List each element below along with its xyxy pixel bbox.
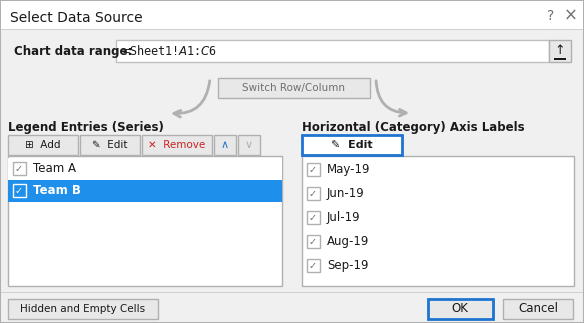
- Bar: [428, 299, 493, 319]
- Text: ×: ×: [564, 7, 578, 25]
- Text: Select Data Source: Select Data Source: [10, 11, 142, 25]
- Bar: [142, 135, 212, 155]
- Bar: [549, 40, 571, 62]
- Bar: [307, 163, 320, 176]
- Text: Aug-19: Aug-19: [327, 235, 369, 248]
- Text: ✓: ✓: [15, 186, 23, 196]
- Text: Jul-19: Jul-19: [327, 212, 361, 224]
- Text: Legend Entries (Series): Legend Entries (Series): [8, 121, 164, 134]
- Bar: [238, 135, 260, 155]
- Text: ↑: ↑: [555, 45, 565, 57]
- Bar: [307, 259, 320, 272]
- Bar: [1, 1, 583, 29]
- Bar: [302, 135, 402, 155]
- Text: Hidden and Empty Cells: Hidden and Empty Cells: [20, 304, 145, 314]
- Text: Team B: Team B: [33, 184, 81, 197]
- Text: ?: ?: [547, 9, 555, 23]
- Bar: [13, 162, 26, 175]
- Bar: [116, 40, 549, 62]
- Text: Cancel: Cancel: [518, 303, 558, 316]
- Text: ✓: ✓: [309, 213, 317, 223]
- Text: OK: OK: [451, 303, 468, 316]
- Bar: [13, 184, 26, 197]
- Bar: [503, 299, 573, 319]
- Text: Team A: Team A: [33, 162, 76, 175]
- Bar: [8, 135, 78, 155]
- Text: ✓: ✓: [309, 165, 317, 175]
- Text: ✎  Edit: ✎ Edit: [331, 140, 373, 150]
- Text: Jun-19: Jun-19: [327, 187, 365, 201]
- Text: ∨: ∨: [245, 140, 253, 150]
- Text: =Sheet1!$A$1:$C$6: =Sheet1!$A$1:$C$6: [122, 44, 217, 58]
- Bar: [1, 292, 583, 293]
- Text: ∧: ∧: [221, 140, 229, 150]
- Text: Horizontal (Category) Axis Labels: Horizontal (Category) Axis Labels: [302, 121, 524, 134]
- Bar: [8, 299, 158, 319]
- Text: Chart data range:: Chart data range:: [14, 46, 133, 58]
- Bar: [307, 211, 320, 224]
- Bar: [307, 187, 320, 200]
- Bar: [218, 78, 370, 98]
- Bar: [302, 156, 574, 286]
- Bar: [8, 156, 282, 286]
- Text: ✓: ✓: [309, 189, 317, 199]
- Bar: [214, 135, 236, 155]
- Text: ⊞  Add: ⊞ Add: [25, 140, 61, 150]
- Text: ✎  Edit: ✎ Edit: [92, 140, 128, 150]
- Text: ✕  Remove: ✕ Remove: [148, 140, 206, 150]
- Text: May-19: May-19: [327, 163, 370, 176]
- Text: ✓: ✓: [15, 164, 23, 174]
- Text: ✓: ✓: [309, 261, 317, 271]
- Bar: [307, 235, 320, 248]
- Text: ✓: ✓: [309, 237, 317, 247]
- Bar: [1, 29, 583, 30]
- Bar: [8, 158, 282, 180]
- Text: Sep-19: Sep-19: [327, 259, 369, 273]
- Text: Switch Row/Column: Switch Row/Column: [242, 83, 346, 93]
- Bar: [554, 58, 566, 60]
- Bar: [80, 135, 140, 155]
- Bar: [8, 180, 282, 202]
